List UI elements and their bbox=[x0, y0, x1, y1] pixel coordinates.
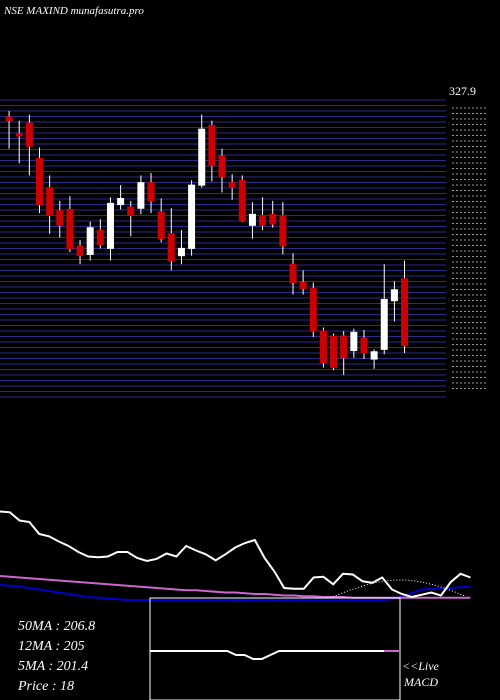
candle bbox=[66, 196, 74, 253]
candle bbox=[330, 333, 338, 371]
candle bbox=[319, 327, 327, 368]
macd-box bbox=[149, 597, 401, 700]
candle-body-down bbox=[35, 157, 43, 206]
ma-line-white bbox=[0, 510, 471, 599]
stats-block: 50MA : 206.8 12MA : 205 5MA : 201.4 Pric… bbox=[17, 619, 95, 694]
macd-live-label: <<Live bbox=[402, 659, 440, 673]
candle-body-up bbox=[106, 202, 114, 249]
candle bbox=[228, 174, 236, 200]
candle bbox=[340, 331, 348, 375]
candle bbox=[401, 260, 409, 353]
candle-body-down bbox=[289, 263, 297, 283]
candle bbox=[289, 253, 297, 295]
candle bbox=[35, 147, 43, 214]
candle-body-up bbox=[137, 182, 145, 209]
candle bbox=[198, 114, 206, 188]
candle bbox=[370, 349, 378, 369]
candle-body-up bbox=[350, 331, 358, 352]
candle bbox=[360, 329, 368, 360]
candle-body-up bbox=[177, 247, 185, 257]
candle-body-up bbox=[248, 213, 256, 226]
candle bbox=[167, 208, 175, 271]
candlestick-series bbox=[5, 110, 409, 375]
macd-line bbox=[150, 650, 391, 660]
candle bbox=[25, 114, 33, 176]
candle bbox=[390, 281, 398, 322]
candle-body-down bbox=[259, 215, 267, 226]
candle bbox=[299, 270, 307, 295]
candle bbox=[279, 202, 287, 255]
candle bbox=[350, 328, 358, 358]
candle bbox=[96, 219, 104, 249]
candle bbox=[157, 198, 165, 243]
candle-body-down bbox=[46, 187, 54, 217]
candle-body-down bbox=[360, 337, 368, 354]
candle-body-up bbox=[380, 298, 388, 350]
candle-body-down bbox=[269, 213, 277, 225]
candle bbox=[137, 175, 145, 215]
candle-body-down bbox=[147, 182, 155, 202]
candle bbox=[5, 110, 13, 149]
candle-body-down bbox=[330, 335, 338, 369]
candle-body-down bbox=[319, 330, 327, 364]
candle bbox=[269, 200, 277, 228]
candle-body-down bbox=[340, 335, 348, 359]
candle-body-down bbox=[167, 233, 175, 262]
candle-body-up bbox=[188, 184, 196, 249]
candle-body-down bbox=[66, 208, 74, 249]
candle-body-down bbox=[218, 155, 226, 178]
candle-body-down bbox=[25, 122, 33, 147]
candle-body-down bbox=[238, 179, 246, 221]
price-grid bbox=[0, 99, 446, 398]
candle-body-up bbox=[117, 198, 125, 206]
candle-body-up bbox=[370, 351, 378, 360]
chart-title: NSE MAXIND munafasutra.pro bbox=[3, 5, 144, 17]
macd-name-label: MACD bbox=[403, 675, 438, 689]
price-marker-label: 327.9 bbox=[449, 84, 476, 98]
candle bbox=[380, 264, 388, 355]
candle-body-down bbox=[76, 245, 84, 257]
candle bbox=[15, 120, 23, 164]
candle bbox=[218, 148, 226, 193]
stat-5ma: 5MA : 201.4 bbox=[18, 659, 88, 674]
candle bbox=[208, 120, 216, 182]
ma-line-blue bbox=[0, 584, 471, 601]
candle-body-up bbox=[86, 227, 94, 255]
candle bbox=[127, 200, 135, 237]
candle bbox=[309, 282, 317, 338]
candle-body-down bbox=[309, 288, 317, 332]
candle bbox=[248, 202, 256, 239]
candle bbox=[76, 239, 84, 265]
candle-body-down bbox=[279, 215, 287, 247]
candle bbox=[238, 175, 246, 222]
candle-body-down bbox=[208, 125, 216, 167]
stat-12ma: 12MA : 205 bbox=[18, 639, 85, 654]
candle-body-up bbox=[198, 128, 206, 186]
candle-body-down bbox=[5, 116, 13, 122]
candle-body-up bbox=[390, 289, 398, 302]
candle-body-down bbox=[401, 278, 409, 347]
candle-body-down bbox=[127, 206, 135, 217]
candle bbox=[259, 197, 267, 231]
candle-body-down bbox=[228, 182, 236, 189]
candle-body-down bbox=[299, 281, 307, 290]
candle bbox=[188, 180, 196, 256]
candle-body-down bbox=[157, 211, 165, 240]
candle bbox=[86, 221, 94, 261]
candle-body-down bbox=[56, 210, 64, 226]
candle bbox=[106, 197, 114, 261]
price-scale bbox=[452, 107, 488, 389]
candle bbox=[147, 172, 155, 214]
candle-body-down bbox=[96, 229, 104, 246]
candle-body-down bbox=[15, 133, 23, 137]
stat-50ma: 50MA : 206.8 bbox=[18, 619, 95, 634]
candle bbox=[177, 230, 185, 265]
candle bbox=[56, 200, 64, 238]
stat-price: Price : 18 bbox=[17, 679, 74, 694]
candle bbox=[46, 175, 54, 234]
candle bbox=[117, 185, 125, 210]
